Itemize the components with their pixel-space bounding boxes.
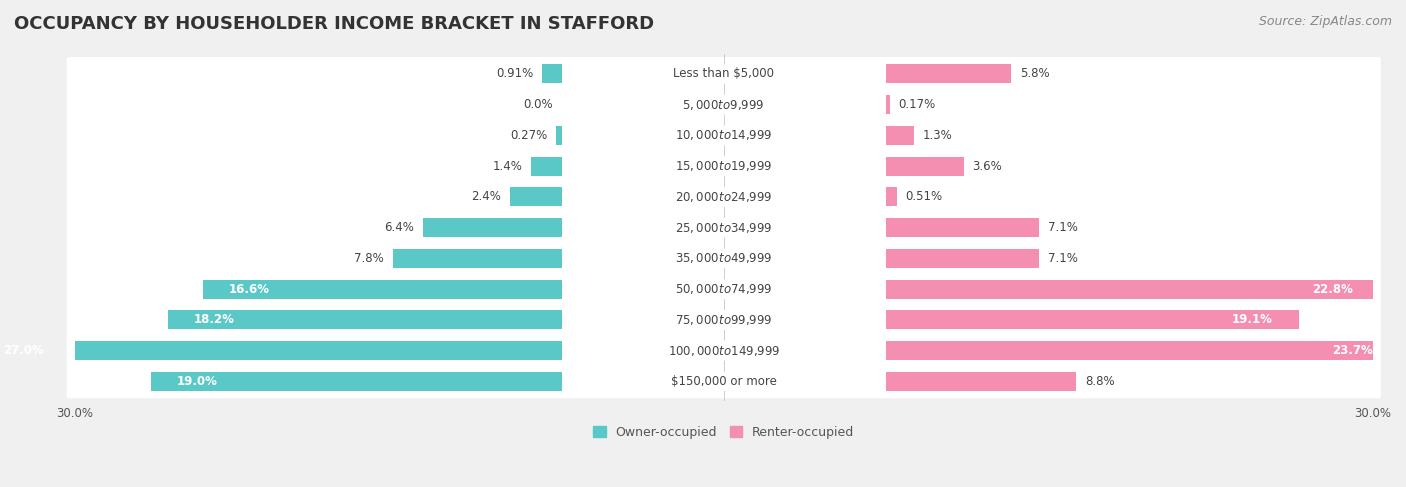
- Text: 18.2%: 18.2%: [194, 314, 235, 326]
- Text: 0.91%: 0.91%: [496, 67, 533, 80]
- Text: 27.0%: 27.0%: [4, 344, 45, 357]
- Text: $10,000 to $14,999: $10,000 to $14,999: [675, 129, 772, 142]
- FancyBboxPatch shape: [66, 364, 1381, 398]
- Text: 16.6%: 16.6%: [229, 282, 270, 296]
- Text: $15,000 to $19,999: $15,000 to $19,999: [675, 159, 772, 173]
- Text: $100,000 to $149,999: $100,000 to $149,999: [668, 344, 780, 357]
- Bar: [886, 341, 1399, 360]
- Text: 5.8%: 5.8%: [1019, 67, 1050, 80]
- FancyBboxPatch shape: [66, 211, 1381, 244]
- FancyBboxPatch shape: [66, 150, 1381, 183]
- Text: 7.1%: 7.1%: [1047, 221, 1078, 234]
- Bar: [886, 187, 897, 206]
- Text: 3.6%: 3.6%: [973, 160, 1002, 173]
- Text: $150,000 or more: $150,000 or more: [671, 375, 776, 388]
- Text: 7.8%: 7.8%: [354, 252, 384, 265]
- Text: OCCUPANCY BY HOUSEHOLDER INCOME BRACKET IN STAFFORD: OCCUPANCY BY HOUSEHOLDER INCOME BRACKET …: [14, 15, 654, 33]
- FancyBboxPatch shape: [66, 118, 1381, 152]
- Text: 1.4%: 1.4%: [492, 160, 523, 173]
- Text: $50,000 to $74,999: $50,000 to $74,999: [675, 282, 772, 296]
- Bar: [150, 372, 561, 391]
- Text: 0.17%: 0.17%: [898, 98, 935, 111]
- Text: $25,000 to $34,999: $25,000 to $34,999: [675, 221, 772, 235]
- FancyBboxPatch shape: [66, 88, 1381, 122]
- Text: $5,000 to $9,999: $5,000 to $9,999: [682, 98, 765, 112]
- Bar: [886, 64, 1011, 83]
- Text: 2.4%: 2.4%: [471, 190, 501, 204]
- Legend: Owner-occupied, Renter-occupied: Owner-occupied, Renter-occupied: [588, 421, 859, 444]
- Bar: [886, 310, 1299, 329]
- Bar: [886, 249, 1039, 268]
- Text: $75,000 to $99,999: $75,000 to $99,999: [675, 313, 772, 327]
- Text: $20,000 to $24,999: $20,000 to $24,999: [675, 190, 772, 204]
- Text: 7.1%: 7.1%: [1047, 252, 1078, 265]
- Text: 1.3%: 1.3%: [922, 129, 952, 142]
- Bar: [531, 157, 561, 176]
- FancyBboxPatch shape: [66, 272, 1381, 306]
- Bar: [886, 218, 1039, 237]
- Bar: [886, 126, 914, 145]
- Bar: [0, 341, 561, 360]
- Text: $35,000 to $49,999: $35,000 to $49,999: [675, 251, 772, 265]
- FancyBboxPatch shape: [66, 57, 1381, 91]
- Text: Source: ZipAtlas.com: Source: ZipAtlas.com: [1258, 15, 1392, 28]
- Text: Less than $5,000: Less than $5,000: [673, 67, 775, 80]
- Text: 19.0%: 19.0%: [177, 375, 218, 388]
- Bar: [392, 249, 561, 268]
- Bar: [886, 372, 1076, 391]
- Text: 19.1%: 19.1%: [1232, 314, 1272, 326]
- Bar: [555, 126, 561, 145]
- Bar: [541, 64, 561, 83]
- FancyBboxPatch shape: [66, 242, 1381, 275]
- Text: 0.0%: 0.0%: [523, 98, 553, 111]
- Text: 8.8%: 8.8%: [1085, 375, 1115, 388]
- FancyBboxPatch shape: [66, 303, 1381, 337]
- Bar: [202, 280, 561, 299]
- Bar: [509, 187, 561, 206]
- Text: 23.7%: 23.7%: [1331, 344, 1372, 357]
- Text: 6.4%: 6.4%: [385, 221, 415, 234]
- Bar: [886, 95, 890, 114]
- Bar: [886, 157, 963, 176]
- FancyBboxPatch shape: [66, 180, 1381, 214]
- Text: 0.27%: 0.27%: [510, 129, 547, 142]
- Bar: [167, 310, 561, 329]
- Text: 0.51%: 0.51%: [905, 190, 942, 204]
- Bar: [423, 218, 561, 237]
- FancyBboxPatch shape: [66, 334, 1381, 368]
- Bar: [886, 280, 1379, 299]
- Text: 22.8%: 22.8%: [1312, 282, 1353, 296]
